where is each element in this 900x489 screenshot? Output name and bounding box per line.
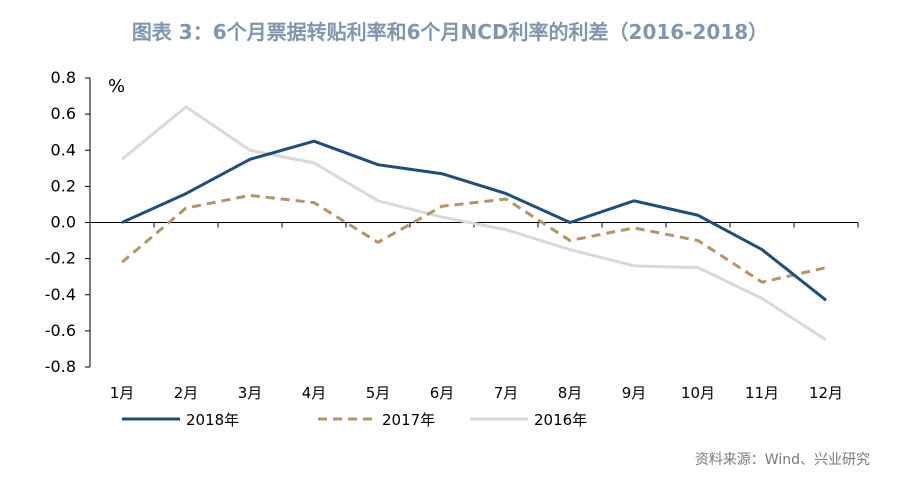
- y-tick-label: 0.2: [51, 176, 76, 195]
- x-tick-labels: 1月 2月 3月 4月 5月 6月 7月 8月 9月 10月 11月 12月: [110, 384, 843, 402]
- x-tick-label: 6月: [430, 384, 455, 402]
- chart-title: 图表 3：6个月票据转贴利率和6个月NCD利率的利差（2016-2018）: [131, 20, 769, 44]
- series-lines: [121, 105, 827, 342]
- y-tick-label: 0.6: [51, 104, 76, 123]
- x-tick-label: 12月: [809, 384, 843, 402]
- y-tick-label: 0.4: [51, 140, 76, 159]
- x-tick-label: 11月: [745, 384, 779, 402]
- series-line-2018年: [121, 139, 827, 302]
- x-tick-label: 7月: [494, 384, 519, 402]
- source-note: 资料来源：Wind、兴业研究: [694, 452, 870, 468]
- x-tick-label: 3月: [238, 384, 263, 402]
- legend: 2018年 2017年 2016年: [122, 411, 587, 429]
- x-tick-label: 4月: [302, 384, 327, 402]
- x-tick-label: 8月: [558, 384, 583, 402]
- y-tick-label: -0.2: [45, 249, 76, 268]
- legend-label: 2017年: [382, 411, 435, 429]
- y-tick-label: -0.4: [45, 285, 76, 304]
- series-line-2017年: [121, 193, 827, 284]
- y-tick-label: 0.8: [51, 68, 76, 87]
- legend-label: 2018年: [186, 411, 239, 429]
- y-tick-label: -0.8: [45, 357, 76, 376]
- y-tick-labels: 0.8 0.6 0.4 0.2 0.0 -0.2 -0.4 -0.6 -0.8: [45, 68, 76, 376]
- series-line-2016年: [121, 105, 827, 342]
- x-tick-label: 9月: [622, 384, 647, 402]
- x-tick-label: 1月: [110, 384, 135, 402]
- y-unit-label: %: [108, 76, 125, 97]
- x-tick-label: 10月: [681, 384, 715, 402]
- legend-label: 2016年: [534, 411, 587, 429]
- y-tick-label: 0.0: [51, 213, 76, 232]
- x-tick-label: 2月: [174, 384, 199, 402]
- y-tick-label: -0.6: [45, 321, 76, 340]
- line-chart: 0.8 0.6 0.4 0.2 0.0 -0.2 -0.4 -0.6 -0.8 1月 2月 3月 4月…: [45, 68, 859, 429]
- x-tick-label: 5月: [366, 384, 391, 402]
